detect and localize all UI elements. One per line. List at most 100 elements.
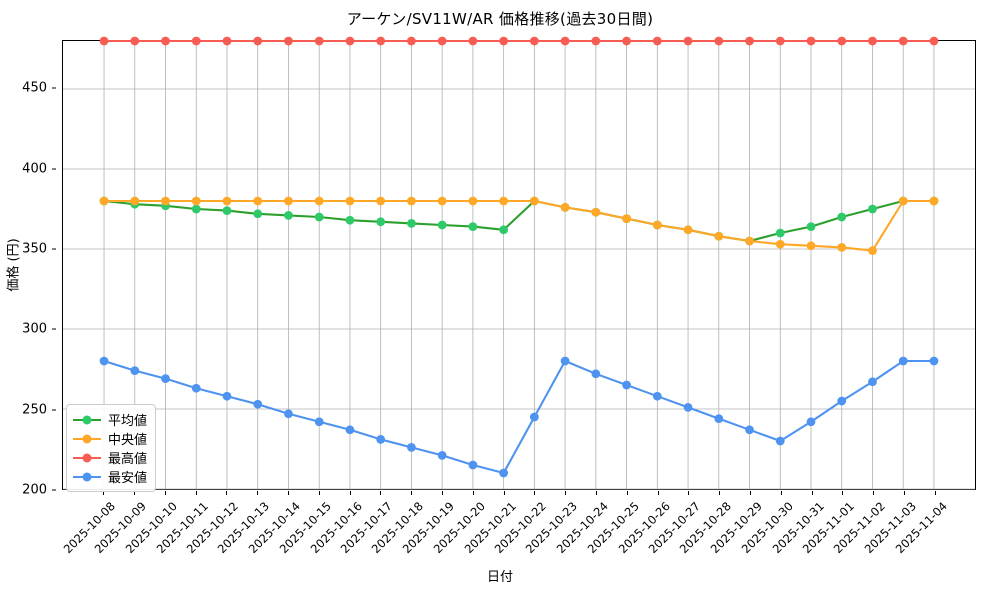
data-point bbox=[898, 196, 908, 206]
data-point bbox=[161, 36, 170, 46]
y-tick-mark bbox=[52, 248, 56, 250]
x-tick-mark bbox=[750, 491, 752, 495]
data-point bbox=[929, 36, 939, 46]
data-point bbox=[714, 36, 724, 46]
x-tick-mark bbox=[411, 491, 413, 495]
data-point bbox=[314, 196, 324, 206]
data-point bbox=[253, 36, 263, 46]
data-point bbox=[468, 222, 478, 231]
data-point bbox=[745, 36, 754, 46]
data-point bbox=[683, 403, 693, 412]
x-tick-mark bbox=[164, 491, 166, 495]
legend-item-3[interactable]: 最安値 bbox=[73, 467, 147, 486]
data-point bbox=[591, 36, 601, 46]
data-point bbox=[622, 36, 631, 46]
data-point bbox=[253, 196, 263, 206]
x-tick-mark bbox=[257, 491, 259, 495]
y-axis-ticks: 200 250 300 350 400 450 bbox=[0, 40, 56, 498]
data-point bbox=[284, 196, 293, 206]
data-point bbox=[345, 196, 355, 206]
x-tick-mark bbox=[688, 491, 690, 495]
data-point bbox=[191, 204, 201, 214]
data-point bbox=[868, 204, 877, 214]
x-tick-mark bbox=[349, 491, 351, 495]
data-point bbox=[560, 36, 570, 46]
data-point bbox=[898, 36, 908, 46]
data-point bbox=[837, 212, 847, 222]
data-point bbox=[652, 36, 662, 46]
x-tick-mark bbox=[503, 491, 505, 495]
data-point bbox=[376, 217, 386, 227]
data-point bbox=[253, 209, 263, 219]
data-point bbox=[591, 207, 601, 217]
data-point bbox=[560, 356, 570, 366]
series-line bbox=[102, 199, 936, 243]
legend-item-2[interactable]: 最高値 bbox=[73, 448, 147, 467]
data-point bbox=[868, 246, 877, 255]
y-tick-mark bbox=[52, 87, 56, 89]
data-point bbox=[130, 196, 140, 206]
legend-swatch-icon bbox=[73, 470, 101, 484]
data-point bbox=[499, 196, 509, 206]
x-tick-mark bbox=[287, 491, 289, 495]
data-point bbox=[868, 377, 877, 387]
legend-item-0[interactable]: 平均値 bbox=[73, 410, 147, 429]
data-point bbox=[437, 451, 447, 460]
data-point bbox=[837, 243, 847, 252]
data-point bbox=[622, 214, 631, 223]
x-tick-mark bbox=[380, 491, 382, 495]
y-tick-mark bbox=[52, 489, 56, 491]
x-tick-mark bbox=[318, 491, 320, 495]
x-tick-mark bbox=[904, 491, 906, 495]
data-point bbox=[714, 414, 724, 423]
y-tick-label: 250 bbox=[22, 402, 47, 418]
data-point bbox=[345, 425, 355, 435]
series-3 bbox=[99, 356, 939, 478]
y-tick-label: 450 bbox=[22, 80, 47, 96]
series-line bbox=[102, 199, 936, 252]
data-point bbox=[253, 399, 263, 409]
legend-label: 中央値 bbox=[108, 433, 148, 448]
data-point bbox=[437, 220, 447, 230]
data-point bbox=[806, 36, 816, 46]
data-point bbox=[652, 220, 662, 230]
x-tick-mark bbox=[934, 491, 936, 495]
data-point bbox=[529, 196, 539, 206]
x-tick-mark bbox=[780, 491, 782, 495]
data-point bbox=[652, 391, 662, 401]
x-tick-mark bbox=[596, 491, 597, 495]
data-point bbox=[529, 412, 539, 422]
legend-label: 最高値 bbox=[108, 452, 148, 467]
series-1 bbox=[99, 196, 939, 255]
data-point bbox=[345, 36, 355, 46]
data-point bbox=[191, 383, 201, 393]
data-point bbox=[284, 36, 293, 46]
series-line bbox=[102, 359, 936, 475]
data-point bbox=[222, 206, 232, 215]
x-tick-mark bbox=[534, 491, 536, 495]
y-tick-mark bbox=[52, 328, 56, 330]
data-point bbox=[314, 212, 324, 222]
data-point bbox=[130, 36, 140, 46]
grid-lines bbox=[63, 41, 975, 490]
data-point bbox=[929, 196, 939, 206]
legend-swatch-icon bbox=[73, 432, 101, 446]
data-point bbox=[314, 36, 324, 46]
data-point bbox=[683, 36, 693, 46]
y-tick-label: 350 bbox=[22, 241, 47, 257]
x-tick-mark bbox=[565, 491, 567, 495]
legend-swatch-icon bbox=[73, 451, 101, 465]
series-2 bbox=[99, 36, 939, 46]
x-axis-label: 日付 bbox=[486, 570, 513, 585]
data-series-layer bbox=[99, 36, 939, 478]
y-tick-mark bbox=[52, 409, 56, 411]
x-tick-mark bbox=[472, 491, 474, 495]
data-point bbox=[806, 222, 816, 231]
data-point bbox=[314, 417, 324, 427]
data-point bbox=[191, 36, 201, 46]
data-point bbox=[775, 228, 785, 238]
data-point bbox=[407, 196, 416, 206]
legend-item-1[interactable]: 中央値 bbox=[73, 429, 147, 448]
x-tick-mark bbox=[842, 491, 844, 495]
